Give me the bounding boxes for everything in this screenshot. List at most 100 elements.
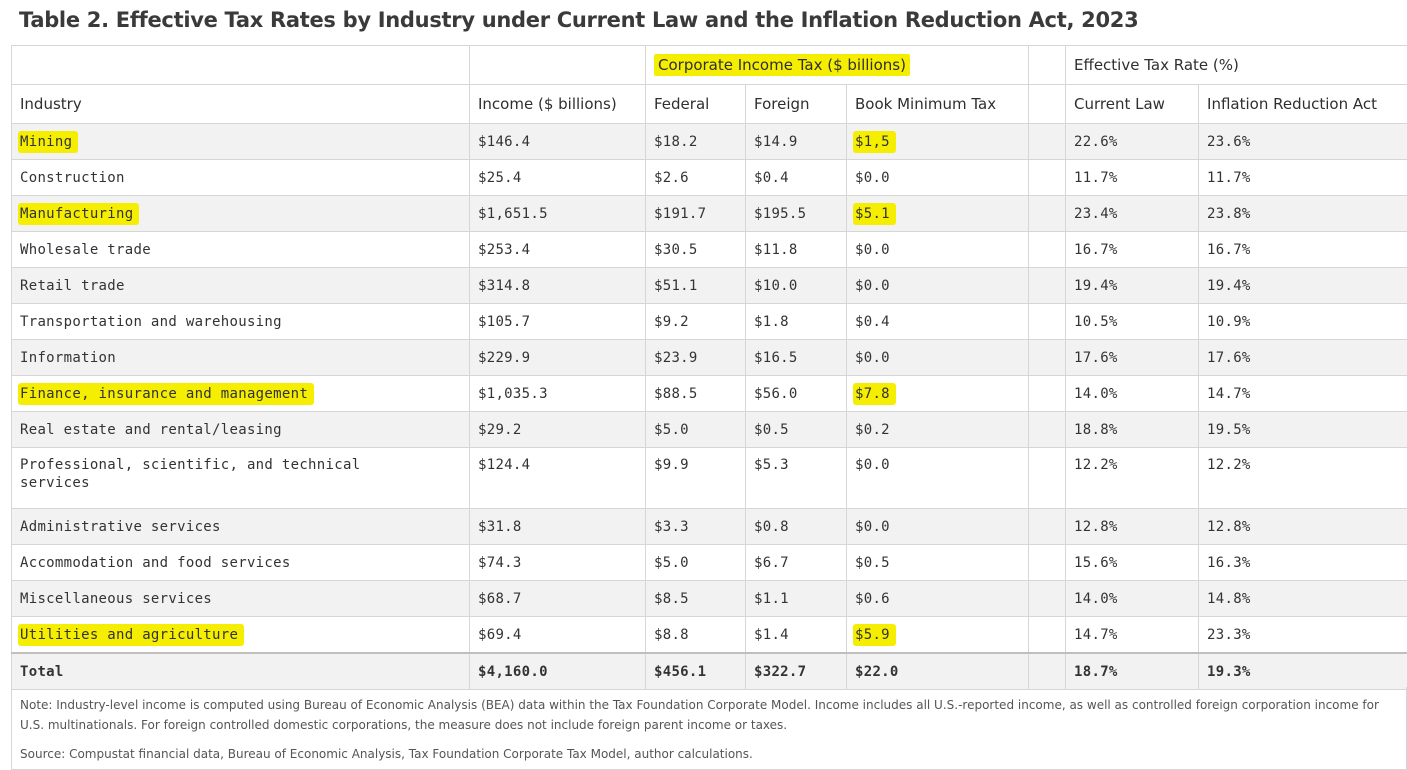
federal-cell: $8.5	[645, 580, 746, 617]
total-row: Total $4,160.0 $456.1 $322.7 $22.0 18.7%…	[11, 652, 1407, 690]
total-current-law-cell: 18.7%	[1065, 652, 1200, 690]
table-row: Accommodation and food services $74.3 $5…	[11, 544, 1407, 581]
highlighted-industry: Utilities and agriculture	[18, 623, 245, 646]
industry-cell: Accommodation and food services	[11, 544, 470, 581]
foreign-cell: $6.7	[745, 544, 847, 581]
corporate-tax-group-header: Corporate Income Tax ($ billions)	[644, 45, 1030, 85]
col-header-industry: Industry	[11, 84, 470, 124]
foreign-cell: $0.4	[745, 159, 847, 196]
federal-cell: $5.0	[645, 544, 746, 581]
foreign-cell: $16.5	[745, 339, 847, 376]
table-row: Professional, scientific, and technical …	[11, 447, 1407, 509]
bmt-cell: $0.0	[845, 508, 1030, 545]
current-law-cell: 16.7%	[1065, 231, 1200, 268]
foreign-cell: $1.4	[745, 616, 847, 654]
total-income-cell: $4,160.0	[469, 652, 646, 690]
col-header-foreign: Foreign	[745, 84, 847, 124]
current-law-cell: 22.6%	[1065, 123, 1200, 160]
bmt-cell: $0.6	[845, 580, 1030, 617]
industry-cell: Manufacturing	[11, 195, 470, 232]
income-cell: $146.4	[469, 123, 646, 160]
spacer-cell	[1028, 339, 1067, 376]
ira-cell: 16.7%	[1198, 231, 1407, 268]
bmt-cell: $5.9	[845, 616, 1030, 654]
tax-rates-table: Corporate Income Tax ($ billions) Effect…	[11, 45, 1407, 690]
table-row: Manufacturing $1,651.5 $191.7 $195.5 $5.…	[11, 195, 1407, 232]
ira-cell: 23.3%	[1198, 616, 1407, 654]
current-law-cell: 12.2%	[1065, 447, 1200, 509]
income-cell: $105.7	[469, 303, 646, 340]
industry-cell: Miscellaneous services	[11, 580, 470, 617]
table-row: Miscellaneous services $68.7 $8.5 $1.1 $…	[11, 580, 1407, 617]
current-law-cell: 19.4%	[1065, 267, 1200, 304]
table-row: Administrative services $31.8 $3.3 $0.8 …	[11, 508, 1407, 545]
income-cell: $69.4	[469, 616, 646, 654]
spacer-cell	[1028, 580, 1067, 617]
current-law-cell: 14.0%	[1065, 580, 1200, 617]
highlighted-industry: Mining	[18, 130, 79, 153]
table-row: Construction $25.4 $2.6 $0.4 $0.0 11.7% …	[11, 159, 1407, 196]
bmt-cell: $0.0	[845, 267, 1030, 304]
col-header-inflation-reduction-act: Inflation Reduction Act	[1198, 84, 1407, 124]
highlighted-bmt: $5.9	[853, 623, 896, 646]
spacer-cell	[1028, 45, 1067, 85]
ira-cell: 23.8%	[1198, 195, 1407, 232]
table-title: Table 2. Effective Tax Rates by Industry…	[19, 8, 1139, 32]
tax-table-container: Corporate Income Tax ($ billions) Effect…	[11, 45, 1407, 690]
foreign-cell: $14.9	[745, 123, 847, 160]
foreign-cell: $56.0	[745, 375, 847, 412]
col-header-federal: Federal	[645, 84, 746, 124]
table-row: Utilities and agriculture $69.4 $8.8 $1.…	[11, 616, 1407, 654]
spacer-cell	[1028, 447, 1067, 509]
current-law-cell: 11.7%	[1065, 159, 1200, 196]
foreign-cell: $5.3	[745, 447, 847, 509]
income-cell: $68.7	[469, 580, 646, 617]
spacer-cell	[1028, 375, 1067, 412]
spacer-cell	[1028, 195, 1067, 232]
table-row: Finance, insurance and management $1,035…	[11, 375, 1407, 412]
column-header-row: Industry Income ($ billions) Federal For…	[11, 84, 1407, 124]
empty-header-cell	[11, 45, 470, 85]
ira-cell: 10.9%	[1198, 303, 1407, 340]
federal-cell: $23.9	[645, 339, 746, 376]
industry-cell: Professional, scientific, and technical …	[11, 447, 470, 509]
bmt-cell: $7.8	[845, 375, 1030, 412]
bmt-cell: $1,5	[845, 123, 1030, 160]
industry-cell: Wholesale trade	[11, 231, 470, 268]
spacer-cell	[1028, 231, 1067, 268]
spacer-cell	[1028, 652, 1067, 690]
total-federal-cell: $456.1	[645, 652, 746, 690]
foreign-cell: $0.5	[745, 411, 847, 448]
federal-cell: $8.8	[645, 616, 746, 654]
ira-cell: 16.3%	[1198, 544, 1407, 581]
highlighted-industry: Finance, insurance and management	[18, 382, 315, 405]
spacer-cell	[1028, 267, 1067, 304]
table-footnote: Note: Industry-level income is computed …	[11, 687, 1407, 770]
federal-cell: $3.3	[645, 508, 746, 545]
bmt-cell: $5.1	[845, 195, 1030, 232]
table-row: Real estate and rental/leasing $29.2 $5.…	[11, 411, 1407, 448]
highlighted-bmt: $1,5	[853, 130, 896, 153]
bmt-cell: $0.5	[845, 544, 1030, 581]
current-law-cell: 10.5%	[1065, 303, 1200, 340]
federal-cell: $2.6	[645, 159, 746, 196]
total-bmt-cell: $22.0	[845, 652, 1030, 690]
industry-cell: Utilities and agriculture	[11, 616, 470, 654]
ira-cell: 11.7%	[1198, 159, 1407, 196]
current-law-cell: 14.7%	[1065, 616, 1200, 654]
current-law-cell: 15.6%	[1065, 544, 1200, 581]
total-foreign-cell: $322.7	[745, 652, 847, 690]
highlighted-bmt: $5.1	[853, 202, 896, 225]
highlighted-bmt: $7.8	[853, 382, 896, 405]
bmt-cell: $0.2	[845, 411, 1030, 448]
federal-cell: $30.5	[645, 231, 746, 268]
col-header-current-law: Current Law	[1065, 84, 1200, 124]
federal-cell: $9.2	[645, 303, 746, 340]
spacer-cell	[1028, 123, 1067, 160]
income-cell: $29.2	[469, 411, 646, 448]
effective-rate-group-header: Effective Tax Rate (%)	[1065, 45, 1407, 85]
spacer-cell	[1028, 616, 1067, 654]
industry-cell: Construction	[11, 159, 470, 196]
spacer-cell	[1028, 411, 1067, 448]
federal-cell: $5.0	[645, 411, 746, 448]
